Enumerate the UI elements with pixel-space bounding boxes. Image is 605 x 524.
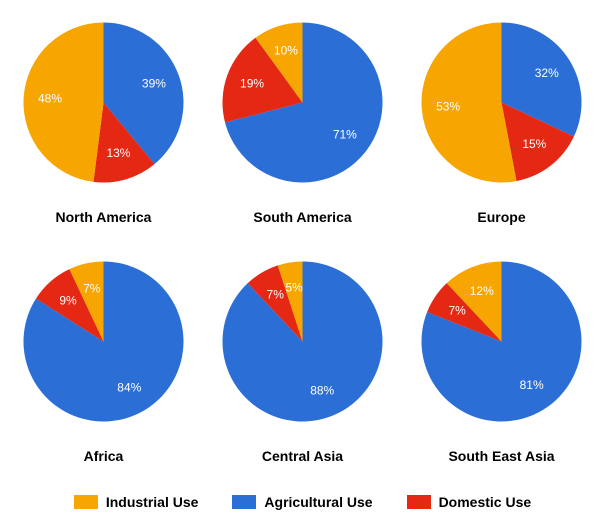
slice-label-domestic: 7% [448,304,466,318]
legend: Industrial Use Agricultural Use Domestic U… [8,494,597,510]
slice-label-agricultural: 88% [310,384,334,398]
legend-label: Agricultural Use [264,494,372,510]
pie-cell: 88% 7%5% Central Asia [207,249,398,464]
pie-cell: 81% 7% 12% South East Asia [406,249,597,464]
pie-chart: 88% 7%5% [210,249,395,434]
pie-title: Europe [477,209,525,225]
pie-title: South America [253,209,351,225]
pie-chart: 39% 13% 48% [11,10,196,195]
pie-title: Central Asia [262,448,343,464]
slice-label-domestic: 13% [106,146,130,160]
pie-chart: 81% 7% 12% [409,249,594,434]
slice-label-industrial: 5% [285,281,303,295]
slice-label-domestic: 7% [267,288,285,302]
chart-panel: 39% 13% 48% North America 71% 19% 10% South Ame… [0,0,605,524]
pie-title: North America [56,209,152,225]
slice-label-agricultural: 81% [520,378,544,392]
pie-chart: 71% 19% 10% [210,10,395,195]
slice-label-agricultural: 84% [117,381,141,395]
slice-label-industrial: 53% [436,100,460,114]
legend-swatch-agricultural [232,495,256,509]
slice-label-domestic: 9% [59,293,77,307]
pie-cell: 39% 13% 48% North America [8,10,199,225]
slice-label-agricultural: 32% [535,66,559,80]
pie-grid: 39% 13% 48% North America 71% 19% 10% South Ame… [8,10,597,464]
slice-label-industrial: 7% [83,281,101,295]
legend-item-industrial: Industrial Use [74,494,199,510]
pie-cell: 71% 19% 10% South America [207,10,398,225]
slice-label-agricultural: 71% [333,128,357,142]
slice-label-domestic: 19% [240,77,264,91]
legend-label: Industrial Use [106,494,199,510]
pie-cell: 32% 15% 53% Europe [406,10,597,225]
legend-item-agricultural: Agricultural Use [232,494,372,510]
pie-chart: 84% 9% 7% [11,249,196,434]
slice-label-industrial: 10% [274,44,298,58]
legend-item-domestic: Domestic Use [407,494,532,510]
pie-chart: 32% 15% 53% [409,10,594,195]
pie-title: Africa [84,448,124,464]
pie-title: South East Asia [448,448,554,464]
legend-label: Domestic Use [439,494,532,510]
pie-cell: 84% 9% 7% Africa [8,249,199,464]
slice-label-industrial: 12% [470,284,494,298]
slice-label-industrial: 48% [38,91,62,105]
pie-slice-industrial [23,23,103,182]
legend-swatch-domestic [407,495,431,509]
slice-label-domestic: 15% [522,137,546,151]
legend-swatch-industrial [74,495,98,509]
slice-label-agricultural: 39% [142,77,166,91]
